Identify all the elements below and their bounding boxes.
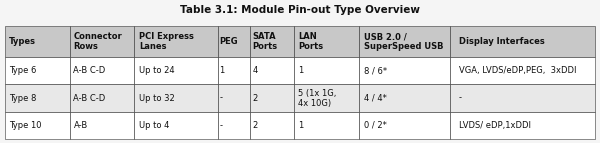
Bar	[218, 57, 250, 85]
Text: 4: 4	[253, 66, 257, 75]
Bar	[250, 26, 294, 57]
Text: Types: Types	[8, 37, 35, 46]
Bar	[450, 57, 595, 85]
Bar	[359, 112, 450, 139]
Bar	[294, 85, 359, 112]
Text: Up to 24: Up to 24	[139, 66, 175, 75]
Bar	[70, 26, 134, 57]
Bar	[450, 112, 595, 139]
Bar	[359, 57, 450, 85]
Text: USB 2.0 /
SuperSpeed USB: USB 2.0 / SuperSpeed USB	[364, 32, 444, 51]
Text: SATA
Ports: SATA Ports	[253, 32, 278, 51]
Bar	[294, 57, 359, 85]
Bar	[70, 112, 134, 139]
Text: LAN
Ports: LAN Ports	[298, 32, 323, 51]
Text: 2: 2	[253, 94, 257, 103]
Bar	[450, 85, 595, 112]
Text: Up to 32: Up to 32	[139, 94, 175, 103]
Bar	[134, 26, 218, 57]
Text: Display Interfaces: Display Interfaces	[459, 37, 545, 46]
Text: -: -	[220, 121, 223, 130]
Bar	[450, 26, 595, 57]
Text: -: -	[459, 94, 462, 103]
Bar	[218, 112, 250, 139]
Text: Up to 4: Up to 4	[139, 121, 170, 130]
Text: Connector
Rows: Connector Rows	[73, 32, 122, 51]
Bar	[134, 112, 218, 139]
Text: PCI Express
Lanes: PCI Express Lanes	[139, 32, 194, 51]
Text: VGA, LVDS/eDP,PEG,  3xDDI: VGA, LVDS/eDP,PEG, 3xDDI	[459, 66, 577, 75]
Text: 0 / 2*: 0 / 2*	[364, 121, 387, 130]
Text: 1: 1	[298, 121, 303, 130]
Bar	[70, 85, 134, 112]
Text: Type 8: Type 8	[8, 94, 36, 103]
Text: 4 / 4*: 4 / 4*	[364, 94, 387, 103]
Text: 1: 1	[220, 66, 225, 75]
Bar	[70, 57, 134, 85]
Text: PEG: PEG	[220, 37, 238, 46]
Text: Table 3.1: Module Pin-out Type Overview: Table 3.1: Module Pin-out Type Overview	[180, 5, 420, 15]
Bar	[5, 26, 70, 57]
Bar	[250, 85, 294, 112]
Text: LVDS/ eDP,1xDDI: LVDS/ eDP,1xDDI	[459, 121, 531, 130]
Text: -: -	[220, 94, 223, 103]
Text: A-B: A-B	[73, 121, 88, 130]
Text: Type 6: Type 6	[8, 66, 36, 75]
Text: A-B C-D: A-B C-D	[73, 66, 106, 75]
Bar	[5, 85, 70, 112]
Bar	[5, 112, 70, 139]
Bar	[294, 26, 359, 57]
Bar	[250, 112, 294, 139]
Bar	[359, 26, 450, 57]
Bar	[218, 85, 250, 112]
Bar	[134, 57, 218, 85]
Bar	[294, 112, 359, 139]
Bar	[134, 85, 218, 112]
Bar	[5, 57, 70, 85]
Text: 1: 1	[298, 66, 303, 75]
Bar	[359, 85, 450, 112]
Text: 5 (1x 1G,
4x 10G): 5 (1x 1G, 4x 10G)	[298, 89, 337, 108]
Bar	[218, 26, 250, 57]
Text: 8 / 6*: 8 / 6*	[364, 66, 388, 75]
Text: A-B C-D: A-B C-D	[73, 94, 106, 103]
Text: 2: 2	[253, 121, 257, 130]
Text: Type 10: Type 10	[8, 121, 41, 130]
Bar	[250, 57, 294, 85]
